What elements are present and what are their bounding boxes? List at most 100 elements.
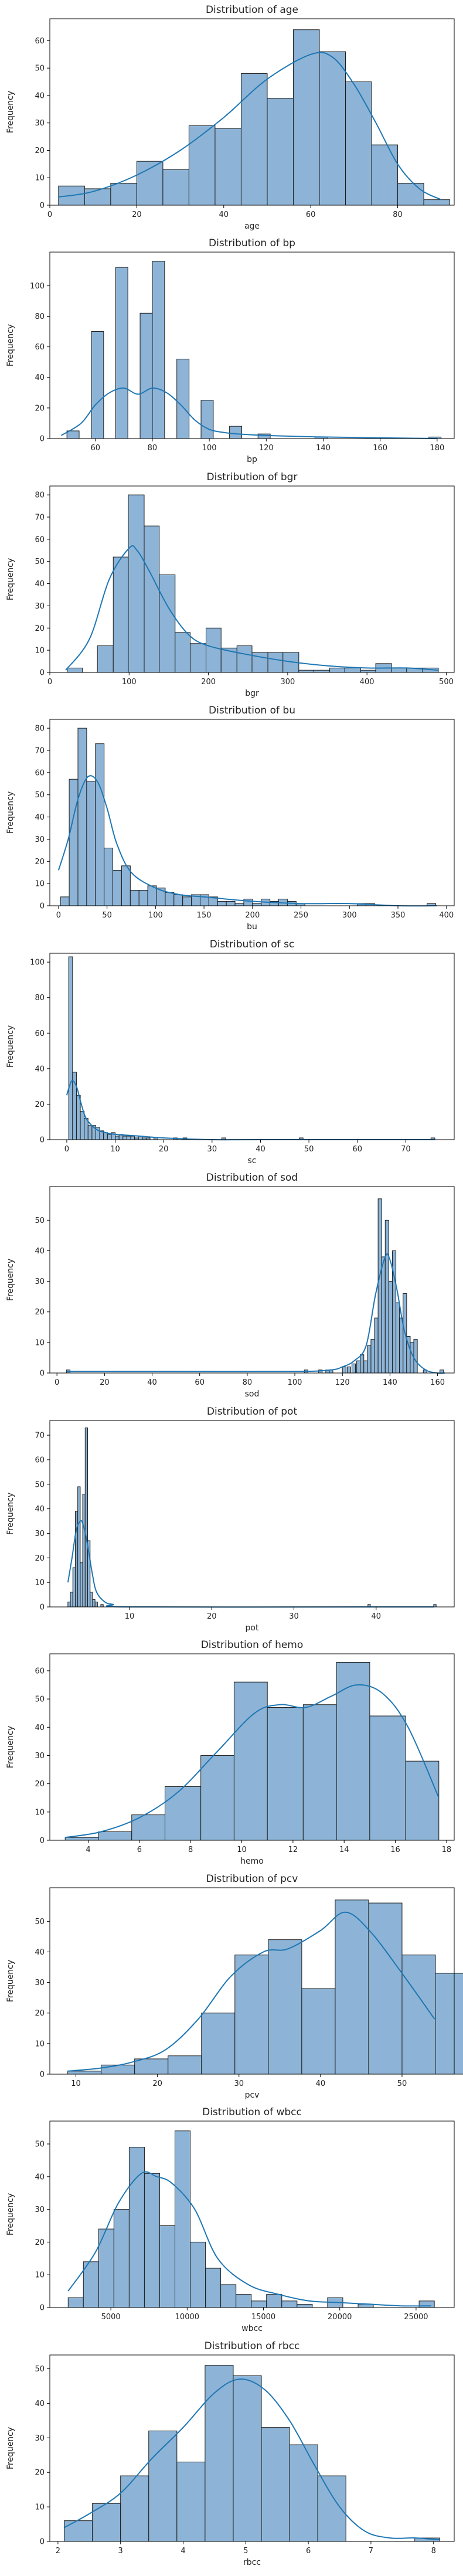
x-axis-label: bu	[247, 922, 257, 932]
histogram-panel: Distribution of bu0 50 100 150 200 250 300 350 4…	[6, 705, 455, 932]
x-tick-label: 80	[148, 444, 158, 453]
y-tick-label: 50	[35, 791, 45, 800]
y-tick-label: 60	[35, 343, 45, 352]
y-tick-label: 40	[35, 813, 45, 822]
x-tick-label: 140	[316, 444, 331, 453]
x-tick-label: 200	[245, 911, 260, 920]
y-tick-label: 40	[35, 2173, 45, 2181]
histogram-bar	[215, 128, 241, 206]
histogram-bar	[336, 1661, 370, 1841]
x-tick-label: 300	[280, 678, 295, 687]
chart-title: Distribution of pcv	[206, 1873, 298, 1885]
y-tick-label: 40	[35, 580, 45, 589]
histogram-bar	[101, 2064, 135, 2075]
histogram-bar	[292, 29, 320, 206]
histogram-bar	[374, 1317, 379, 1374]
histogram-bar	[345, 81, 372, 206]
histogram-bar	[94, 1602, 98, 1608]
kde-curve	[58, 52, 442, 200]
histogram-bar	[159, 2225, 176, 2308]
y-tick-label: 30	[35, 1277, 45, 1286]
x-tick-label: 60	[90, 444, 100, 453]
y-tick-label: 10	[35, 2040, 45, 2048]
histogram-bar	[289, 2444, 318, 2542]
histogram-bar	[234, 1955, 269, 2075]
histogram-bar	[144, 525, 160, 673]
histogram-panel: Distribution of rbcc 2 3 4 5 6 7 8 0 10 20 30 40 50 rb…	[6, 2340, 455, 2567]
axes-frame	[49, 1887, 455, 2075]
axes-frame	[49, 1420, 455, 1608]
y-tick-label: 50	[35, 1695, 45, 1704]
histogram-panel: Distribution of hemo 4 6 8 10 12 14 16 18 0 10 20 30…	[6, 1639, 455, 1866]
histogram-bar	[351, 1363, 356, 1374]
y-tick-label: 10	[35, 1338, 45, 1347]
histogram-bar	[240, 73, 268, 206]
histogram-bar	[261, 2427, 290, 2542]
axes-frame	[49, 18, 455, 206]
y-tick-label: 40	[35, 1247, 45, 1256]
y-axis-label: Frequency	[6, 2427, 15, 2469]
x-tick-label: 250	[294, 911, 308, 920]
histogram-bar	[134, 2058, 169, 2075]
x-tick-label: 3	[118, 2547, 123, 2555]
y-axis-label: Frequency	[6, 1726, 15, 1768]
kde-curve	[66, 1080, 435, 1141]
x-tick-label: 100	[148, 911, 163, 920]
histogram-panel: Distribution of age 0 20 40 60 80 0 10 20 30 40 50 6…	[6, 4, 455, 231]
x-tick-label: 5	[243, 2547, 248, 2555]
x-tick-label: 150	[197, 911, 212, 920]
x-tick-label: 10000	[175, 2313, 199, 2322]
histogram-bar	[298, 670, 315, 673]
histogram-bar	[396, 1302, 400, 1374]
y-tick-label: 60	[35, 37, 45, 46]
histogram-bar	[139, 312, 153, 439]
histogram-bar	[159, 574, 176, 673]
y-axis-label: Frequency	[6, 558, 15, 600]
histogram-bar	[86, 781, 96, 906]
histogram-bar	[90, 1592, 93, 1608]
chart-title: Distribution of rbcc	[205, 2340, 300, 2352]
histogram-bar	[162, 169, 189, 206]
x-tick-label: 10	[110, 1145, 120, 1154]
y-tick-label: 30	[35, 835, 45, 844]
y-tick-label: 20	[35, 2009, 45, 2018]
histogram-bar	[200, 400, 214, 439]
histogram-bar	[130, 1136, 135, 1140]
x-tick-label: 20	[100, 1378, 110, 1387]
axes-frame	[49, 1186, 455, 1374]
y-tick-label: 80	[35, 994, 45, 1002]
y-tick-label: 40	[35, 1505, 45, 1514]
y-axis-label: Frequency	[6, 91, 15, 133]
histogram-bar	[363, 1360, 368, 1374]
histogram-bar	[413, 1339, 418, 1374]
histogram-bar	[66, 430, 80, 439]
histogram-panel: Distribution of bp 60 80 100 120 140 160 180 0 20…	[6, 237, 455, 464]
x-tick-label: 20	[132, 210, 142, 219]
y-tick-label: 50	[35, 2140, 45, 2149]
histogram-bar	[391, 667, 407, 673]
x-tick-label: 16	[390, 1846, 400, 1854]
histogram-bar	[165, 1786, 202, 1841]
histogram-bar	[205, 2365, 234, 2542]
histogram-panel: Distribution of pcv 10 20 30 40 50 0 10 20 30 40 50…	[6, 1873, 463, 2100]
histogram-bar	[226, 900, 236, 906]
histogram-bar	[314, 670, 331, 673]
axes-frame	[49, 252, 455, 439]
y-axis-label: Frequency	[6, 324, 15, 366]
kde-curve	[65, 1684, 440, 1838]
histogram-bar	[405, 1761, 440, 1841]
y-tick-label: 0	[40, 2304, 45, 2313]
y-axis-label: Frequency	[6, 1493, 15, 1535]
x-tick-label: 20	[159, 1145, 169, 1154]
histogram-bar	[423, 199, 451, 206]
histogram-bar	[346, 1367, 351, 1374]
x-tick-label: 160	[373, 444, 387, 453]
y-tick-label: 50	[35, 1480, 45, 1489]
histogram-panel: Distribution of pot 10 20 30 40 0 10 20 30 40 50 60…	[6, 1406, 455, 1633]
histogram-bar	[335, 1899, 369, 2075]
histogram-bar	[182, 896, 192, 906]
histogram-bar	[95, 743, 105, 906]
y-tick-label: 40	[35, 373, 45, 382]
histogram-bar	[122, 1136, 127, 1140]
